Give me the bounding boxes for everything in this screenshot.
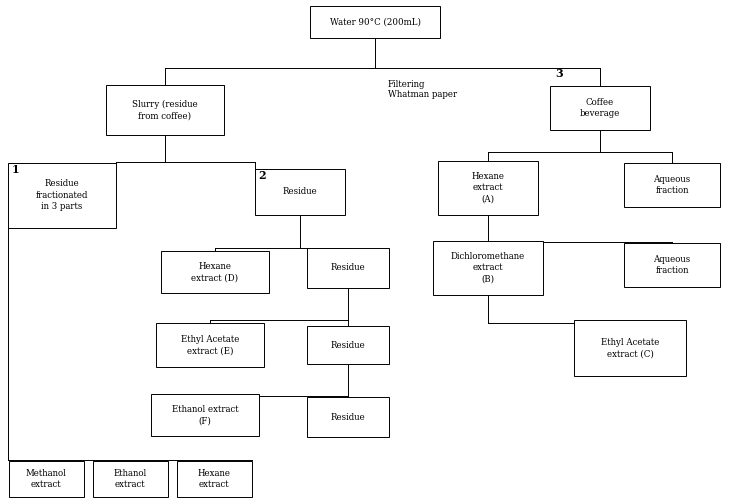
Text: Ethyl Acetate
extract (C): Ethyl Acetate extract (C) [601,338,659,358]
Text: Filtering
Whatman paper: Filtering Whatman paper [388,80,457,99]
Text: 2: 2 [258,170,266,181]
Text: Residue: Residue [331,263,365,272]
Text: Hexane
extract: Hexane extract [197,469,230,489]
FancyBboxPatch shape [624,243,720,287]
Text: Residue: Residue [331,413,365,422]
FancyBboxPatch shape [176,461,251,497]
FancyBboxPatch shape [307,326,389,364]
Text: Slurry (residue
from coffee): Slurry (residue from coffee) [132,100,198,120]
FancyBboxPatch shape [156,323,264,367]
FancyBboxPatch shape [550,86,650,130]
Text: Residue
fractionated
in 3 parts: Residue fractionated in 3 parts [36,180,88,211]
Text: 1: 1 [12,164,20,175]
Text: Ethanol
extract: Ethanol extract [113,469,147,489]
FancyBboxPatch shape [92,461,167,497]
Text: Aqueous
fraction: Aqueous fraction [653,255,691,275]
Text: Ethanol extract
(F): Ethanol extract (F) [172,405,238,425]
FancyBboxPatch shape [161,251,269,293]
Text: Hexane
extract (D): Hexane extract (D) [191,262,238,282]
Text: Water 90°C (200mL): Water 90°C (200mL) [329,17,421,26]
Text: Residue: Residue [283,188,317,197]
FancyBboxPatch shape [574,320,686,376]
Text: Dichloromethane
extract
(B): Dichloromethane extract (B) [451,252,525,283]
Text: Ethyl Acetate
extract (E): Ethyl Acetate extract (E) [181,335,239,355]
FancyBboxPatch shape [151,394,259,436]
FancyBboxPatch shape [624,163,720,207]
Text: Coffee
beverage: Coffee beverage [580,98,620,118]
Text: 3: 3 [555,68,562,79]
Text: Residue: Residue [331,340,365,349]
FancyBboxPatch shape [433,241,543,295]
FancyBboxPatch shape [307,397,389,437]
FancyBboxPatch shape [307,248,389,288]
FancyBboxPatch shape [106,85,224,135]
FancyBboxPatch shape [8,163,116,228]
FancyBboxPatch shape [438,161,538,215]
FancyBboxPatch shape [255,169,345,215]
Text: Hexane
extract
(A): Hexane extract (A) [472,172,505,204]
FancyBboxPatch shape [8,461,83,497]
Text: Methanol
extract: Methanol extract [26,469,67,489]
FancyBboxPatch shape [310,6,440,38]
Text: Aqueous
fraction: Aqueous fraction [653,175,691,195]
